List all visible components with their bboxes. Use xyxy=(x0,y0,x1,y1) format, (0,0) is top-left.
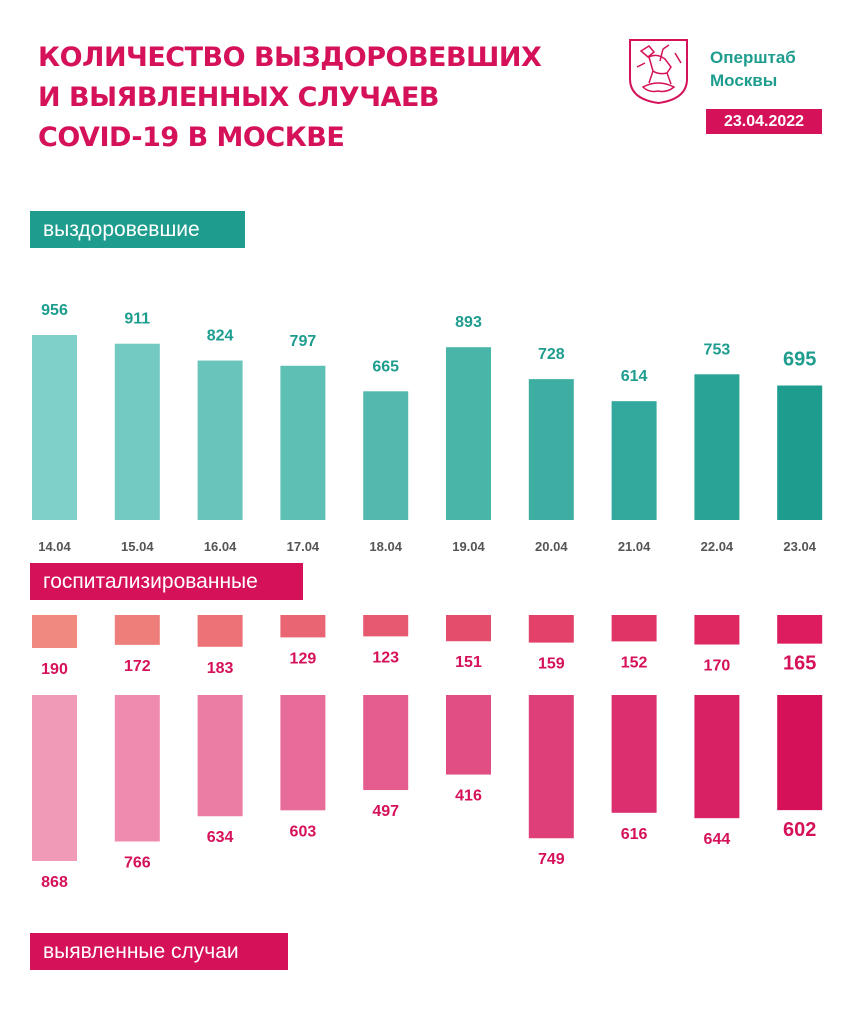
recovered-bar xyxy=(197,360,243,520)
recovered-value: 614 xyxy=(621,368,648,385)
hospitalized-value: 190 xyxy=(41,661,68,678)
date-tick-label: 17.04 xyxy=(287,539,320,554)
page-title: Количество выздоровевших и выявленных сл… xyxy=(38,38,542,158)
cases-bar xyxy=(694,695,740,819)
hospitalized-value: 123 xyxy=(372,649,399,666)
org-name: Оперштаб Москвы xyxy=(710,46,796,92)
title-line-1: Количество выздоровевших xyxy=(38,42,542,73)
hospitalized-label: госпитализированные xyxy=(30,563,303,600)
cases-bar xyxy=(528,695,574,839)
cases-bar xyxy=(611,695,657,813)
hospitalized-value: 129 xyxy=(290,650,317,667)
date-badge: 23.04.2022 xyxy=(706,109,822,134)
date-tick-label: 18.04 xyxy=(369,539,402,554)
recovered-label: выздоровевшие xyxy=(30,211,245,248)
cases-value: 603 xyxy=(290,823,317,840)
cases-bar xyxy=(114,695,160,842)
cases-bar xyxy=(280,695,326,811)
org-line-2: Москвы xyxy=(710,71,778,90)
recovered-bar xyxy=(528,379,574,520)
hospitalized-value: 165 xyxy=(783,653,816,675)
hospitalized-bar xyxy=(611,615,657,642)
hospitalized-value: 183 xyxy=(207,660,234,677)
date-tick-label: 14.04 xyxy=(38,539,71,554)
recovered-bar xyxy=(777,385,823,520)
cases-value: 497 xyxy=(372,803,399,820)
recovered-value: 956 xyxy=(41,302,68,319)
cases-value: 416 xyxy=(455,788,482,805)
hospitalized-value: 170 xyxy=(704,658,731,675)
cases-bar xyxy=(32,695,77,861)
hospitalized-bar xyxy=(363,615,409,637)
hospitalized-bar xyxy=(694,615,740,645)
cases-value: 749 xyxy=(538,851,565,868)
org-line-1: Оперштаб xyxy=(710,48,796,67)
cases-value: 616 xyxy=(621,826,648,843)
date-tick-label: 16.04 xyxy=(204,539,237,554)
cases-value: 766 xyxy=(124,854,151,871)
hospitalized-bar xyxy=(197,615,243,647)
cases-value: 602 xyxy=(783,819,816,841)
cases-value: 868 xyxy=(41,874,68,891)
recovered-bar xyxy=(363,391,409,520)
recovered-bar xyxy=(446,347,491,520)
moscow-coat-of-arms-icon xyxy=(629,39,688,105)
hospitalized-bar xyxy=(446,615,491,642)
date-tick-label: 22.04 xyxy=(701,539,734,554)
date-tick-label: 20.04 xyxy=(535,539,568,554)
hospitalized-bar xyxy=(32,615,77,648)
recovered-bar xyxy=(694,374,740,520)
cases-bar xyxy=(197,695,243,817)
date-tick-label: 23.04 xyxy=(783,539,816,554)
hospitalized-value: 159 xyxy=(538,656,565,673)
date-tick-label: 19.04 xyxy=(452,539,485,554)
hospitalized-value: 152 xyxy=(621,654,648,671)
date-tick-label: 21.04 xyxy=(618,539,651,554)
hospitalized-bar xyxy=(777,615,823,644)
hospitalized-value: 172 xyxy=(124,658,151,675)
cases-bar xyxy=(777,695,823,811)
recovered-value: 665 xyxy=(372,358,399,375)
recovered-bar xyxy=(114,343,160,520)
cases-value: 634 xyxy=(207,829,234,846)
recovered-value: 893 xyxy=(455,314,482,331)
hospitalized-bar xyxy=(528,615,574,643)
recovered-value: 695 xyxy=(783,349,816,371)
cases-value: 644 xyxy=(704,831,731,848)
cases-label: выявленные случаи xyxy=(30,933,288,970)
title-line-2: и выявленных случаев xyxy=(38,82,439,113)
recovered-bar xyxy=(280,365,326,520)
recovered-value: 824 xyxy=(207,328,234,345)
recovered-value: 753 xyxy=(704,341,731,358)
hospitalized-value: 151 xyxy=(455,654,482,671)
recovered-value: 797 xyxy=(290,333,317,350)
recovered-bar xyxy=(32,335,77,520)
recovered-value: 911 xyxy=(124,311,150,328)
hospitalized-bar xyxy=(114,615,160,645)
recovered-value: 728 xyxy=(538,346,565,363)
recovered-bar xyxy=(611,401,657,520)
cases-bar xyxy=(446,695,491,775)
hospitalized-bar xyxy=(280,615,326,638)
cases-bar xyxy=(363,695,409,791)
date-tick-label: 15.04 xyxy=(121,539,154,554)
title-line-3: COVID-19 в Москве xyxy=(38,122,345,153)
